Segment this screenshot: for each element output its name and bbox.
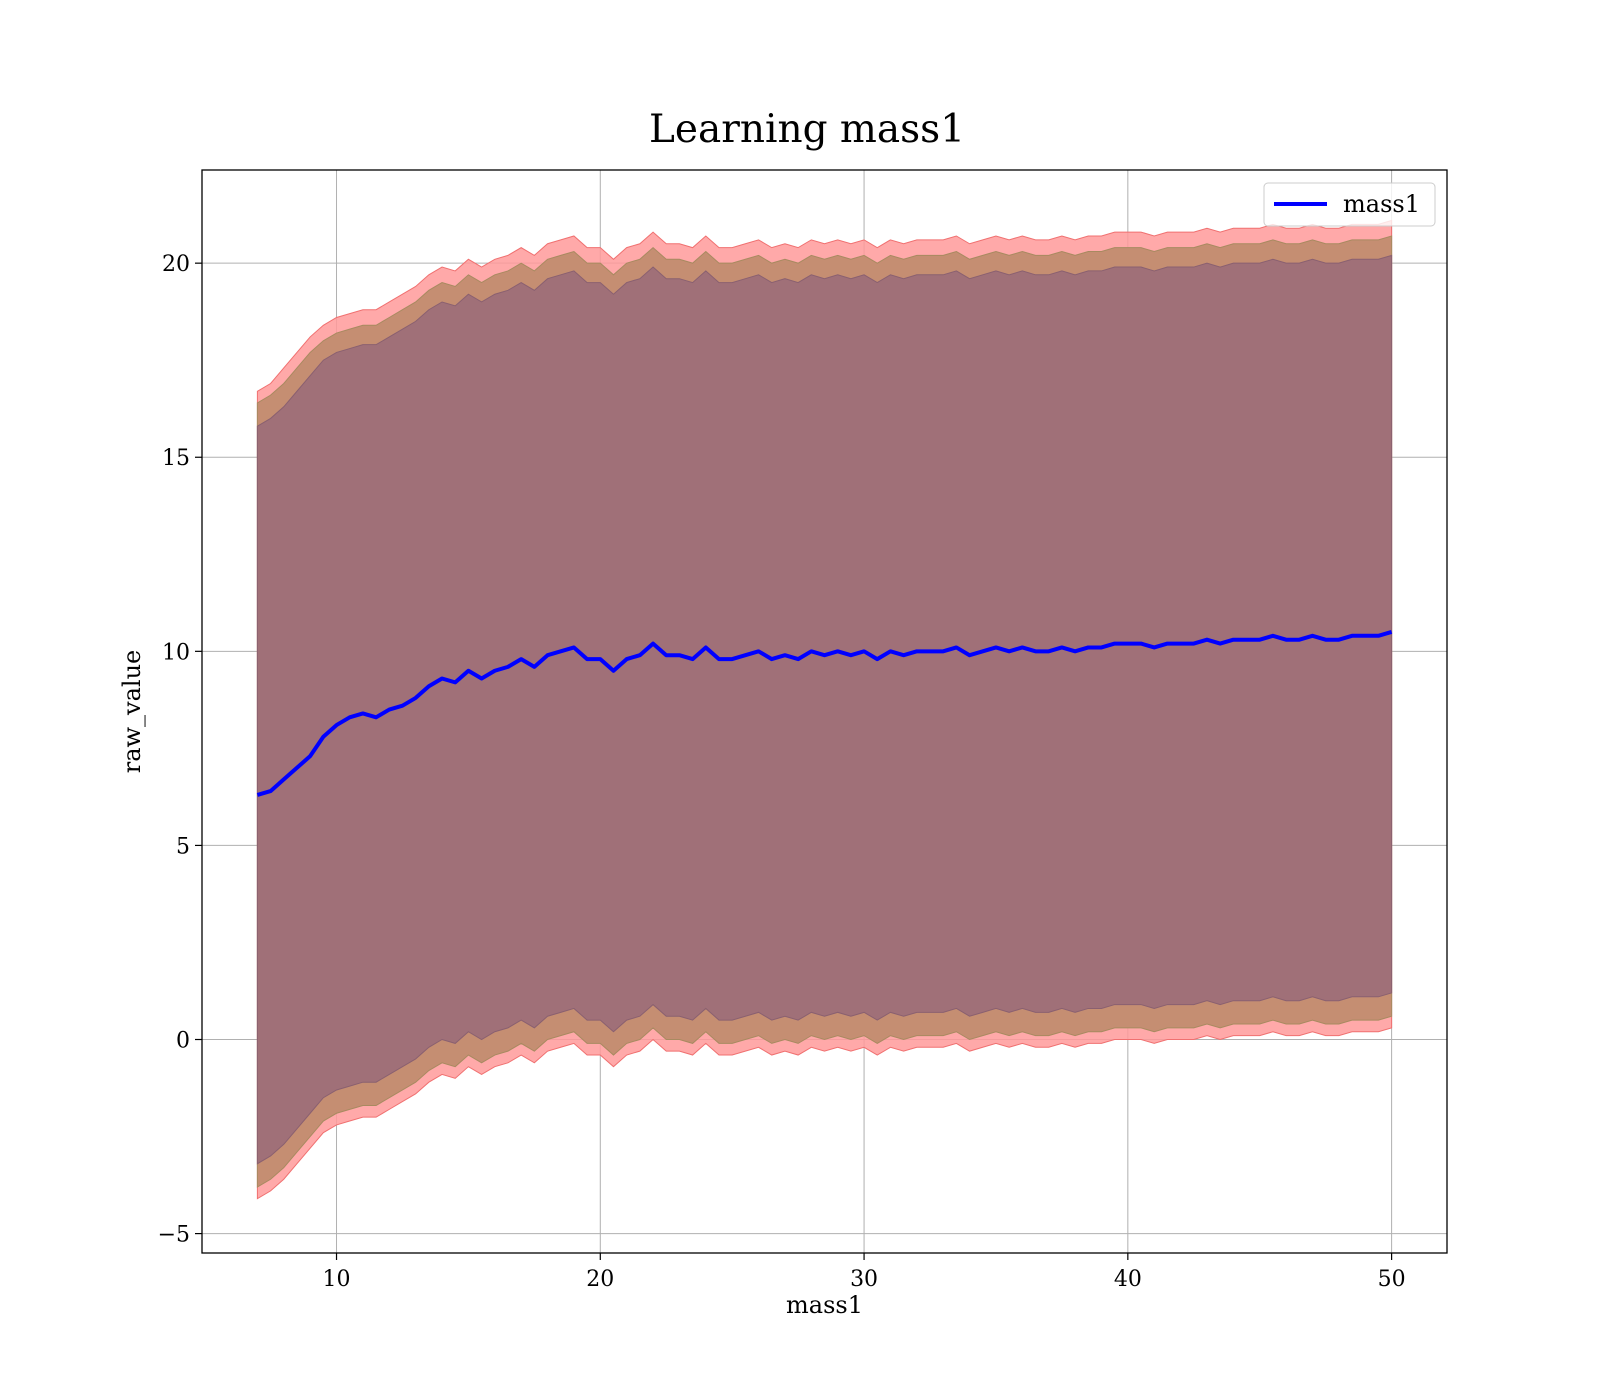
y-axis-label: raw_value xyxy=(118,650,146,774)
y-tick-label: −5 xyxy=(158,1223,190,1248)
y-tick-label: 5 xyxy=(176,834,190,859)
legend-box xyxy=(1263,182,1436,227)
x-tick-label: 30 xyxy=(850,1267,878,1292)
series-line-mass1 xyxy=(256,630,1393,797)
x-axis-label: mass1 xyxy=(786,1291,863,1319)
y-tick-label: 0 xyxy=(176,1029,190,1054)
series-lines xyxy=(256,630,1393,797)
legend-label-mass1: mass1 xyxy=(1343,190,1420,218)
x-tick-label: 40 xyxy=(1114,1267,1142,1292)
y-tick-label: 15 xyxy=(162,446,190,471)
band-inner xyxy=(256,254,1393,1165)
x-tick-label: 10 xyxy=(323,1267,351,1292)
chart-title: Learning mass1 xyxy=(649,107,965,152)
y-tick-label: 20 xyxy=(162,252,190,277)
y-tick-label: 10 xyxy=(162,640,190,665)
x-tick-label: 20 xyxy=(586,1267,614,1292)
axis-ticks: 10 20 30 40 50 −5 0 5 10 15 20 xyxy=(158,252,1406,1292)
x-tick-label: 50 xyxy=(1378,1267,1406,1292)
plot-frame xyxy=(201,169,1448,1254)
legend: mass1 xyxy=(1263,182,1436,227)
confidence-bands xyxy=(256,219,1393,1200)
